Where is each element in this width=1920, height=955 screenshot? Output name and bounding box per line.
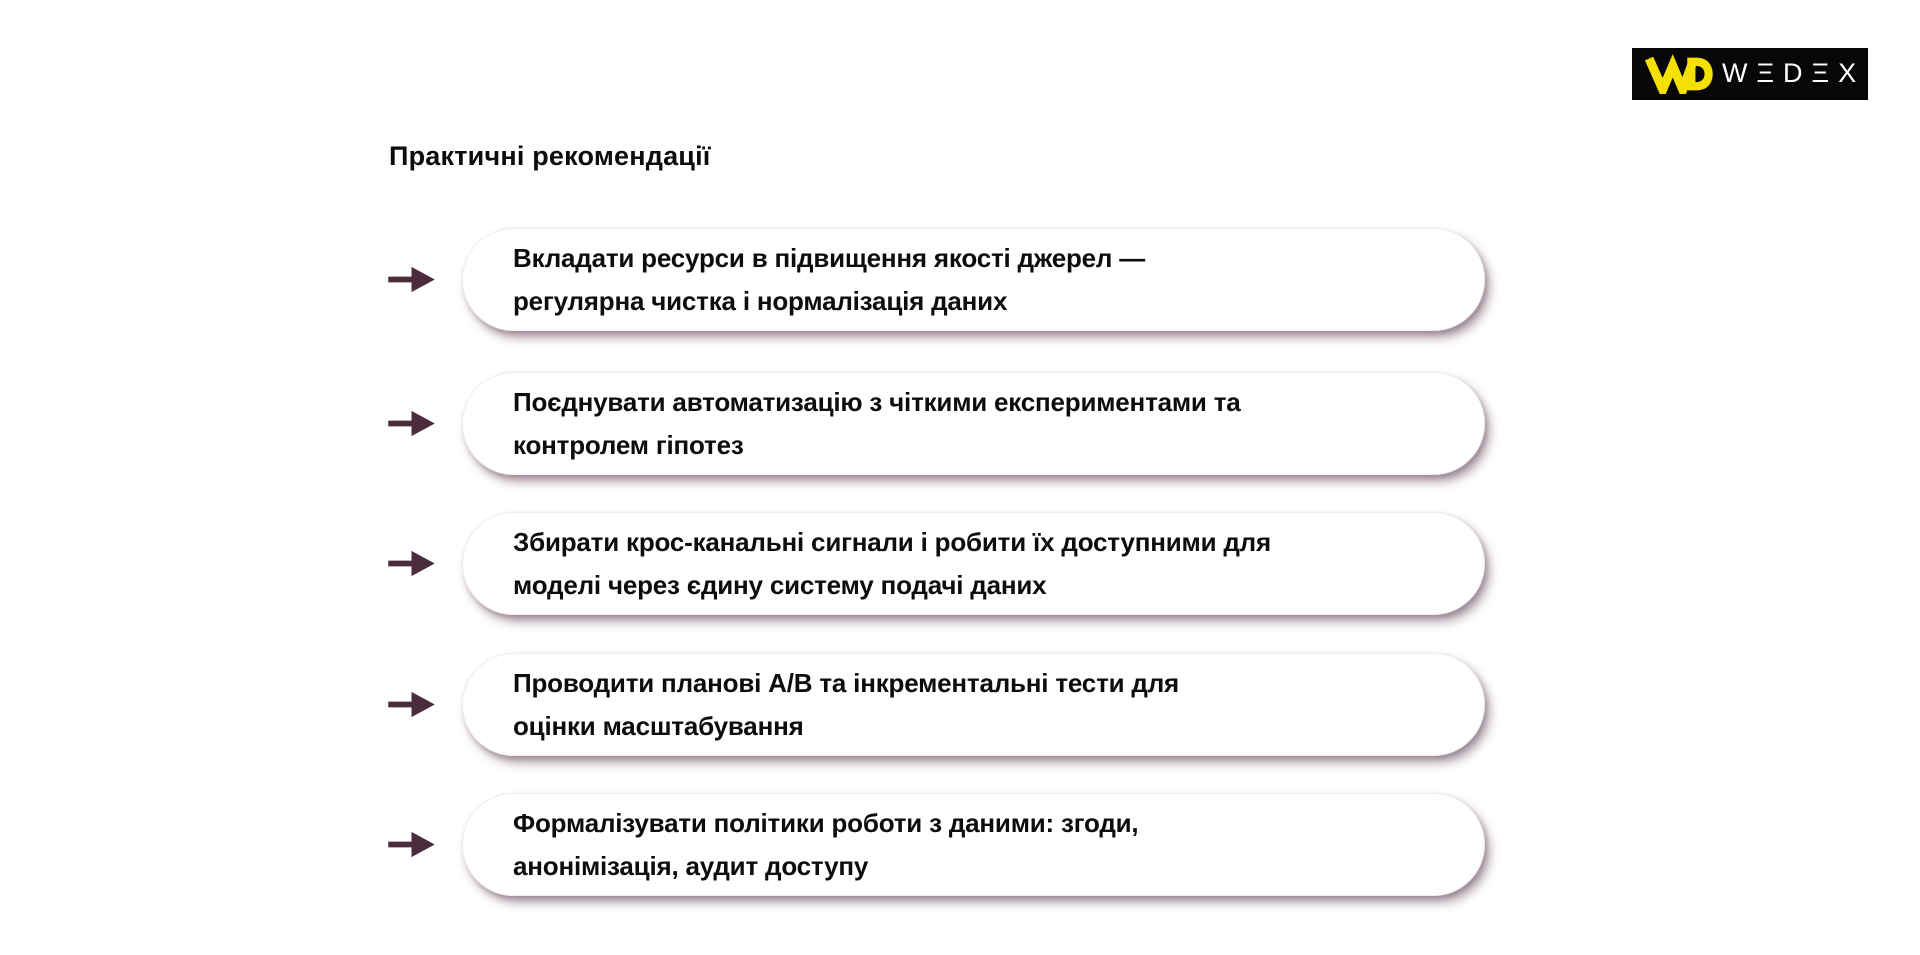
recommendation-text-line: Збирати крос-канальні сигнали і робити ї…: [513, 526, 1271, 557]
recommendation-row: Вкладати ресурси в підвищення якості дже…: [0, 228, 1920, 331]
recommendation-text-line: регулярна чистка і нормалізація даних: [513, 285, 1008, 316]
page-title: Практичні рекомендації: [389, 141, 711, 171]
recommendation-row: Збирати крос-канальні сигнали і робити ї…: [0, 512, 1920, 615]
recommendation-row: Поєднувати автоматизацію з чіткими експе…: [0, 372, 1920, 475]
recommendation-text-line: контролем гіпотез: [513, 429, 744, 460]
arrow-right-icon: [388, 408, 435, 439]
recommendation-text-line: моделі через єдину систему подачі даних: [513, 569, 1047, 600]
recommendation-row: Формалізувати політики роботи з даними: …: [0, 793, 1920, 896]
wedex-logo: WΞDΞX: [1632, 48, 1868, 100]
recommendation-text-line: анонімізація, аудит доступу: [513, 850, 869, 881]
recommendation-text-line: Формалізувати політики роботи з даними: …: [513, 807, 1139, 838]
recommendation-text-line: Вкладати ресурси в підвищення якості дже…: [513, 242, 1146, 273]
recommendation-card: Поєднувати автоматизацію з чіткими експе…: [462, 372, 1485, 475]
recommendation-card: Вкладати ресурси в підвищення якості дже…: [462, 228, 1485, 331]
recommendation-text-line: Проводити планові A/B та інкрементальні …: [513, 667, 1179, 698]
recommendation-row: Проводити планові A/B та інкрементальні …: [0, 653, 1920, 756]
arrow-right-icon: [388, 548, 435, 579]
recommendation-card: Формалізувати політики роботи з даними: …: [462, 793, 1485, 896]
arrow-right-icon: [388, 829, 435, 860]
arrow-right-icon: [388, 689, 435, 720]
wedex-monogram-icon: [1644, 54, 1716, 94]
recommendation-card: Збирати крос-канальні сигнали і робити ї…: [462, 512, 1485, 615]
recommendation-text-line: оцінки масштабування: [513, 710, 804, 741]
recommendation-card: Проводити планові A/B та інкрементальні …: [462, 653, 1485, 756]
arrow-right-icon: [388, 264, 435, 295]
recommendation-text-line: Поєднувати автоматизацію з чіткими експе…: [513, 386, 1241, 417]
wedex-wordmark: WΞDΞX: [1722, 57, 1866, 88]
